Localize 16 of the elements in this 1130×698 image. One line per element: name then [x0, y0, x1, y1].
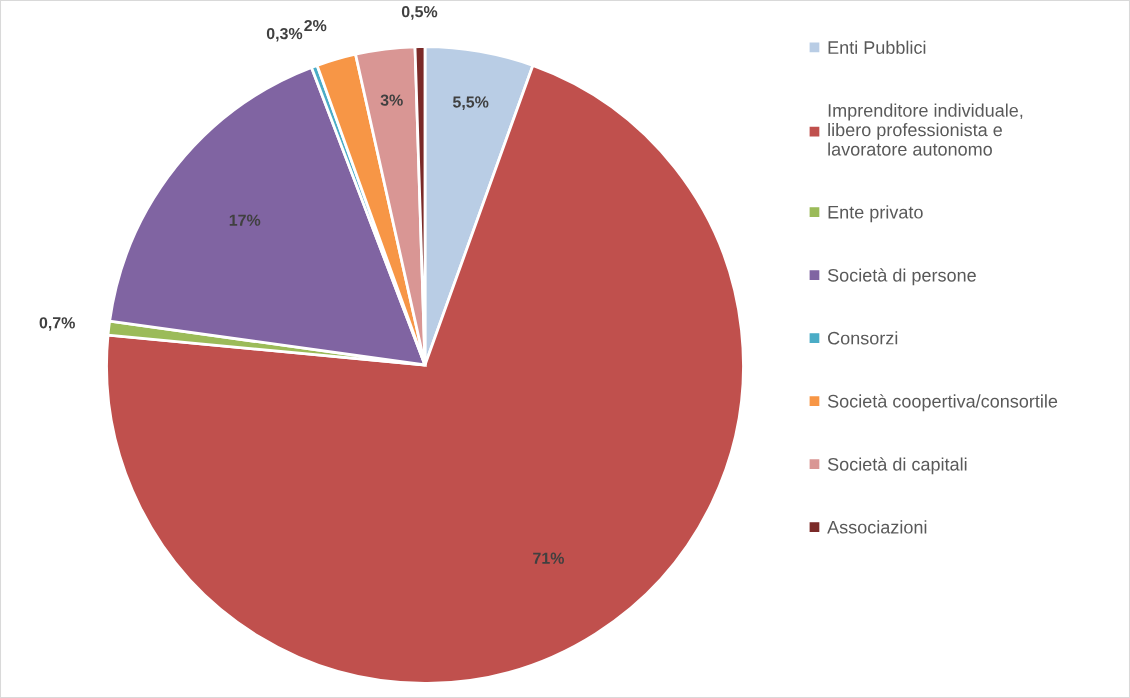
data-label: 17% [229, 214, 261, 226]
legend-label: Consorzi [828, 331, 898, 345]
data-label: 5,5% [452, 96, 489, 110]
data-label: 2% [304, 19, 327, 32]
legend-label: Società coopertiva/consortile [827, 394, 1058, 412]
legend-label: Società di persone [827, 268, 976, 286]
legend-label: Società di capitali [827, 457, 967, 475]
data-label: 3% [380, 94, 403, 106]
data-label: 0,7% [39, 317, 75, 331]
legend-label: Associazioni [827, 520, 927, 534]
legend-label: Ente privato [828, 205, 923, 223]
data-label: 0,3% [266, 27, 303, 42]
data-label: 71% [533, 552, 565, 564]
legend-label: Imprenditore individuale, libero professionista e lavoratore autonomo [828, 103, 1023, 156]
legend-label: Enti Pubblici [828, 40, 926, 54]
data-label: 0,5% [401, 6, 438, 20]
